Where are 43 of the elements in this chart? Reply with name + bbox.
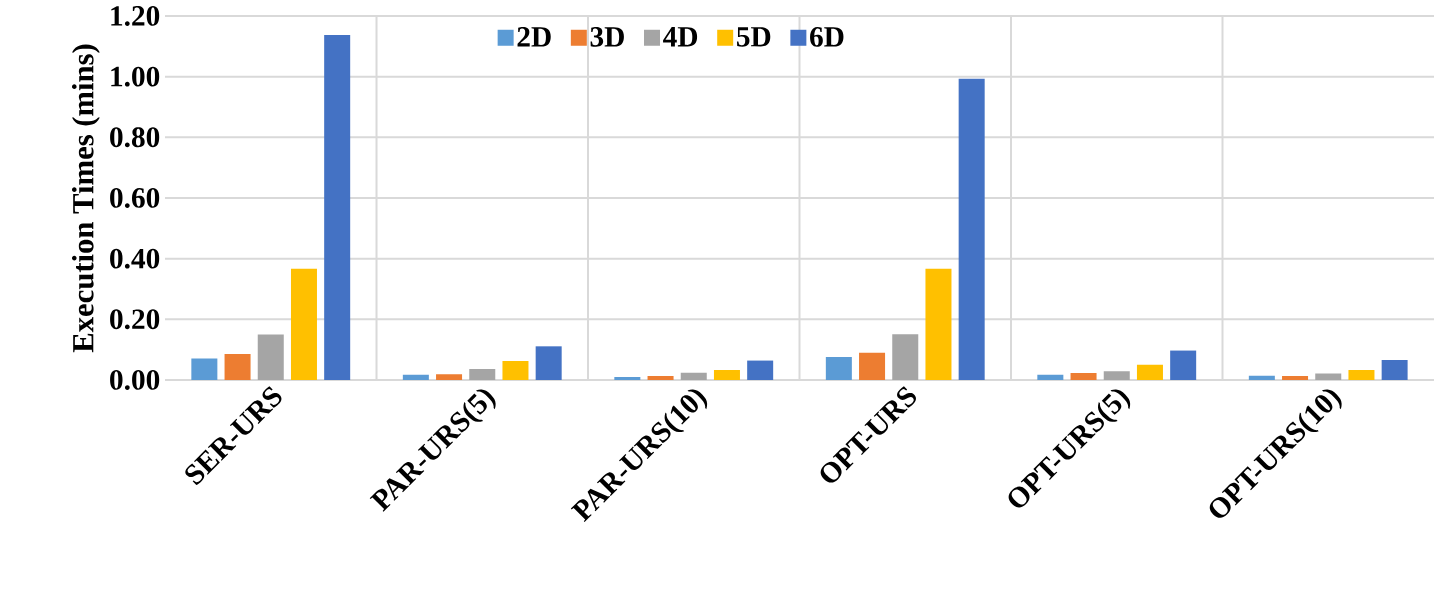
bar	[324, 35, 351, 380]
bar	[191, 358, 218, 380]
bar	[1136, 364, 1163, 380]
y-tick-label: 0.80	[110, 127, 160, 148]
bar	[892, 334, 919, 380]
legend-label: 4D	[663, 27, 698, 47]
y-axis-title: Execution Times (mins)	[72, 44, 100, 353]
bar	[1381, 359, 1408, 380]
bar	[859, 352, 886, 380]
bar	[502, 360, 529, 380]
bar	[1103, 371, 1130, 380]
bar	[436, 374, 463, 380]
bar	[224, 353, 251, 380]
y-tick-label: 1.00	[111, 66, 160, 87]
bar	[925, 268, 952, 380]
bar	[1070, 373, 1097, 380]
bar	[1282, 376, 1309, 380]
bar	[402, 374, 429, 380]
y-tick-label: 0.60	[110, 188, 160, 208]
legend-label: 3D	[590, 27, 624, 47]
y-tick-label: 0.40	[110, 248, 160, 269]
legend-label: 6D	[810, 27, 844, 47]
bar	[469, 369, 496, 380]
bar	[1037, 374, 1064, 380]
y-tick-label: 1.20	[111, 6, 160, 26]
bar	[1315, 373, 1342, 380]
bar	[1248, 375, 1275, 380]
bar	[614, 376, 641, 380]
y-tick-label: 0.20	[110, 309, 160, 330]
legend-label: 2D	[517, 27, 551, 47]
bar	[713, 369, 740, 380]
bar	[1348, 369, 1375, 380]
bar	[257, 334, 284, 380]
bar	[290, 268, 317, 380]
legend-label: 5D	[737, 27, 771, 47]
bar	[747, 360, 774, 380]
bar	[958, 78, 985, 380]
bar	[647, 376, 674, 380]
y-tick-label: 0.00	[110, 370, 160, 390]
bar	[825, 356, 852, 380]
bar	[680, 372, 707, 380]
bar	[1170, 350, 1197, 380]
bar	[535, 346, 562, 380]
